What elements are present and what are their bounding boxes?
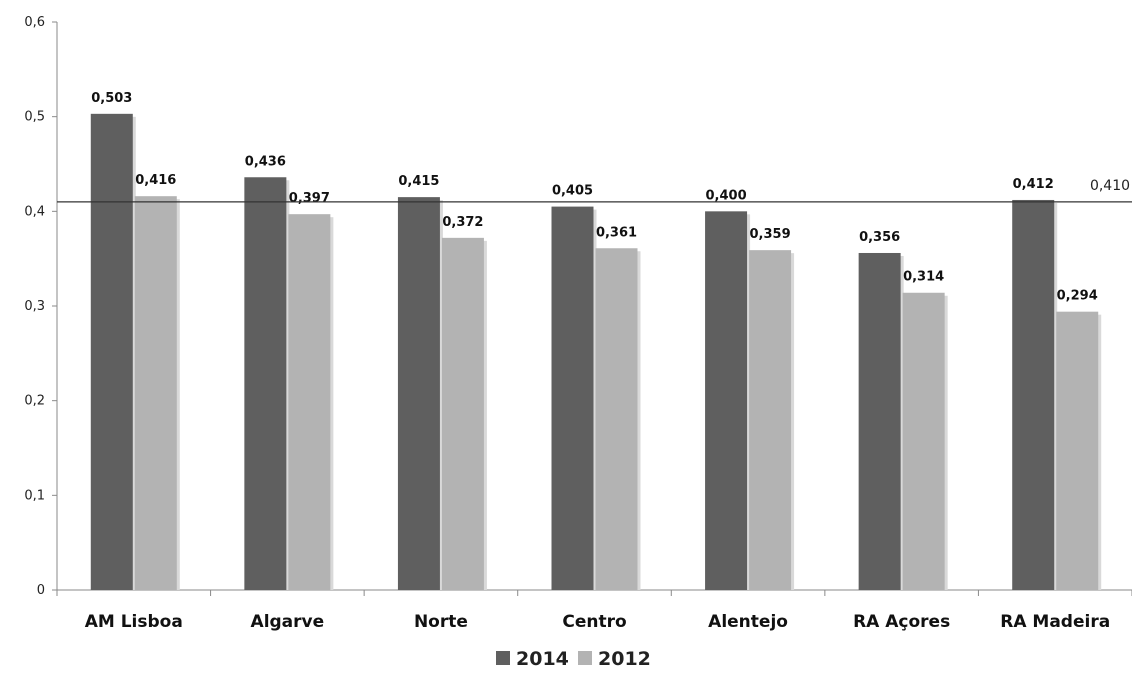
y-tick-label: 0,4 bbox=[24, 204, 45, 219]
bar-2014 bbox=[397, 197, 440, 590]
category-label: RA Madeira bbox=[1000, 612, 1110, 632]
y-axis-ticks: 0 0,1 0,2 0,3 0,4 0,5 0,6 bbox=[24, 15, 57, 598]
data-label-2012: 0,361 bbox=[596, 225, 637, 240]
bar-2012 bbox=[288, 214, 331, 590]
data-label-2014: 0,356 bbox=[859, 230, 900, 245]
y-tick-label: 0 bbox=[37, 583, 45, 598]
legend-swatch-2014 bbox=[496, 651, 510, 665]
category-label: RA Açores bbox=[853, 612, 950, 632]
data-label-2012: 0,372 bbox=[442, 215, 483, 230]
legend-label-2012: 2012 bbox=[598, 648, 651, 670]
data-label-2012: 0,359 bbox=[750, 227, 791, 242]
y-tick-label: 0,5 bbox=[24, 110, 45, 125]
data-label-2014: 0,400 bbox=[706, 188, 747, 203]
reference-line-group: 0,410 bbox=[57, 178, 1132, 203]
category-label: Norte bbox=[414, 612, 468, 632]
data-label-2012: 0,314 bbox=[903, 270, 944, 285]
bar-2012 bbox=[441, 237, 484, 590]
y-tick-label: 0,1 bbox=[24, 488, 45, 503]
bar-2012 bbox=[134, 196, 177, 591]
legend-label-2014: 2014 bbox=[516, 648, 569, 670]
data-label-2014: 0,415 bbox=[398, 174, 439, 189]
bar-2012 bbox=[749, 250, 792, 590]
data-label-2012: 0,294 bbox=[1057, 289, 1098, 304]
bar-2014 bbox=[90, 113, 133, 591]
y-tick-label: 0,2 bbox=[24, 394, 45, 409]
y-tick-label: 0,3 bbox=[24, 299, 45, 314]
reference-line-label: 0,410 bbox=[1090, 178, 1130, 194]
data-label-2012: 0,416 bbox=[135, 173, 176, 188]
data-label-2014: 0,503 bbox=[91, 91, 132, 106]
bar-series: 0,503 0,416 0,436 0,397 0,415 0,372 0,405 0,361… bbox=[90, 91, 1102, 591]
data-label-2014: 0,412 bbox=[1013, 177, 1054, 192]
category-label: Centro bbox=[562, 612, 626, 632]
bar-2012 bbox=[902, 292, 945, 590]
bar-2012 bbox=[595, 248, 638, 590]
bar-2014 bbox=[551, 206, 594, 590]
legend: 2014 2012 bbox=[496, 648, 651, 670]
category-label: Alentejo bbox=[708, 612, 788, 632]
data-label-2014: 0,405 bbox=[552, 184, 593, 199]
legend-swatch-2012 bbox=[578, 651, 592, 665]
category-label: Algarve bbox=[251, 612, 325, 632]
bar-2012 bbox=[1056, 311, 1099, 590]
category-labels: AM Lisboa Algarve Norte Centro Alentejo RA Aç… bbox=[85, 612, 1110, 632]
data-label-2014: 0,436 bbox=[245, 154, 286, 169]
y-tick-label: 0,6 bbox=[24, 15, 45, 30]
bar-2014 bbox=[1012, 199, 1055, 590]
bar-2014 bbox=[858, 252, 901, 590]
bar-2014 bbox=[705, 211, 748, 591]
bar-2014 bbox=[244, 177, 287, 590]
category-label: AM Lisboa bbox=[85, 612, 183, 632]
data-label-2012: 0,397 bbox=[289, 191, 330, 206]
